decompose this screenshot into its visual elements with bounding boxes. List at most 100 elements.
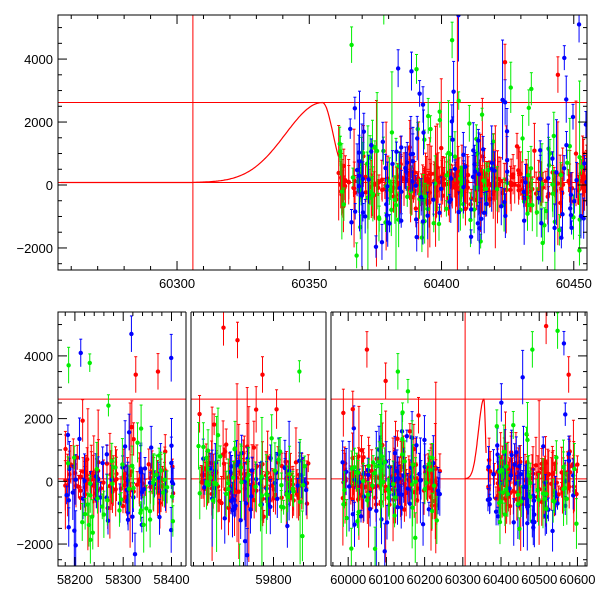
blue-data-point <box>509 452 514 458</box>
x-tick-label: 60350 <box>291 276 327 291</box>
green-data-point <box>505 491 510 497</box>
blue-data-point <box>77 436 82 442</box>
green-data-point <box>437 109 442 114</box>
blue-data-point <box>244 552 250 558</box>
red-outlier-point <box>260 372 265 377</box>
green-data-point <box>246 472 251 478</box>
red-data-point <box>402 481 407 487</box>
green-data-point <box>253 484 258 489</box>
green-data-point <box>370 483 375 488</box>
red-data-point <box>559 187 564 192</box>
red-outlier-point <box>364 347 370 352</box>
green-data-point <box>400 452 405 457</box>
green-data-point <box>239 479 244 485</box>
green-data-point <box>525 211 530 216</box>
green-data-point <box>436 221 442 227</box>
blue-data-point <box>399 218 404 223</box>
red-outlier-point <box>543 323 549 329</box>
green-data-point <box>105 498 110 503</box>
blue-data-point <box>538 148 543 153</box>
green-data-point <box>498 499 504 505</box>
green-data-point <box>520 136 525 141</box>
red-data-point <box>120 503 126 509</box>
green-data-point <box>88 493 93 498</box>
green-data-point <box>529 86 534 92</box>
blue-data-point <box>202 485 207 490</box>
green-data-point <box>285 494 290 500</box>
green-data-point <box>468 217 473 223</box>
green-data-point <box>494 423 500 429</box>
green-data-point <box>341 202 347 207</box>
green-data-point <box>501 449 507 455</box>
red-data-point <box>510 175 516 180</box>
red-data-point <box>413 206 419 211</box>
green-data-point <box>389 207 394 213</box>
green-data-point <box>393 495 398 500</box>
green-data-point <box>150 480 156 485</box>
y-tick-label: 4000 <box>24 52 53 67</box>
x-tick-label: 58200 <box>57 572 93 587</box>
green-data-point <box>444 173 449 178</box>
blue-data-point <box>521 189 526 195</box>
blue-outlier-point <box>576 22 582 27</box>
x-tick-label: 60400 <box>423 276 459 291</box>
blue-data-point <box>514 481 520 486</box>
green-data-point <box>486 167 491 173</box>
green-data-point <box>499 467 504 473</box>
blue-data-point <box>348 126 353 132</box>
green-data-point <box>204 479 209 485</box>
green-data-point <box>458 171 464 177</box>
blue-data-point <box>169 355 174 361</box>
blue-data-point <box>456 15 461 18</box>
blue-data-point <box>451 89 456 94</box>
green-data-point <box>65 461 71 466</box>
top-axis-labels: 60300 60350 60400 60450 −2000 0 2000 4000 <box>16 52 591 291</box>
green-data-point <box>224 491 229 497</box>
green-data-point <box>551 133 557 139</box>
red-data-point <box>479 188 484 193</box>
green-data-point <box>344 515 349 521</box>
green-data-point <box>530 203 535 208</box>
red-data-point <box>261 514 266 519</box>
red-data-point <box>407 429 413 434</box>
green-data-point <box>577 155 582 160</box>
green-data-point <box>226 486 231 492</box>
red-data-point <box>581 172 586 177</box>
blue-data-point <box>525 521 530 526</box>
green-data-point <box>374 148 380 154</box>
green-data-point <box>543 208 549 214</box>
axis-break-gap <box>186 311 191 567</box>
blue-data-point <box>438 186 444 191</box>
blue-data-point <box>566 458 572 463</box>
green-data-point <box>169 494 175 499</box>
green-data-point <box>425 113 431 119</box>
green-data-point <box>525 437 530 443</box>
green-data-point <box>110 481 115 487</box>
blue-data-point <box>448 197 454 202</box>
blue-data-point <box>502 100 508 105</box>
red-data-point <box>84 457 90 462</box>
blue-data-point <box>437 210 442 215</box>
green-data-point <box>574 521 579 526</box>
blue-data-point <box>366 177 371 182</box>
blue-data-point <box>390 161 395 167</box>
red-data-point <box>363 190 369 195</box>
blue-data-point <box>572 199 577 204</box>
blue-data-point <box>236 459 241 465</box>
blue-data-point <box>360 176 366 182</box>
blue-data-point <box>508 473 514 478</box>
blue-data-point <box>422 437 427 443</box>
blue-data-point <box>268 456 273 461</box>
blue-data-point <box>564 142 569 148</box>
green-data-point <box>204 455 209 461</box>
green-data-point <box>564 160 570 166</box>
blue-data-point <box>561 341 567 346</box>
blue-data-point <box>504 129 510 134</box>
blue-data-point <box>391 478 397 483</box>
red-data-point <box>559 470 564 475</box>
green-data-point <box>101 512 107 517</box>
red-data-point <box>426 486 432 491</box>
green-data-point <box>164 485 170 490</box>
red-data-point <box>546 471 551 477</box>
